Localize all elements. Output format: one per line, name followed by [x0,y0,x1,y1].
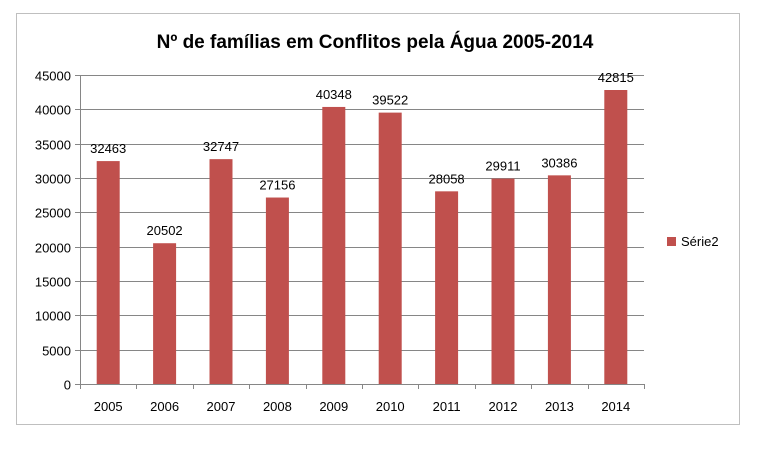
y-tick-label: 25000 [35,206,71,221]
bar-2014 [604,90,628,385]
data-label-2007: 32747 [203,139,239,154]
legend-label: Série2 [681,234,719,249]
y-tick-label: 40000 [35,103,71,118]
data-labels: 32463 20502 32747 27156 40348 39522 28058 29911… [90,70,634,238]
data-label-2010: 39522 [372,93,408,108]
x-tick-label: 2011 [433,399,461,414]
legend: Série2 [667,234,719,249]
y-tick-label: 30000 [35,172,71,187]
y-tick-label: 15000 [35,275,71,290]
data-label-2013: 30386 [541,155,577,170]
y-tick-label: 20000 [35,241,71,256]
data-label-2005: 32463 [90,141,126,156]
bar-2006 [153,243,177,384]
data-label-2014: 42815 [598,70,634,85]
x-tick-label: 2005 [94,399,123,414]
chart-title: Nº de famílias em Conflitos pela Água 20… [157,31,594,53]
legend-swatch [667,237,676,246]
bar-2012 [491,178,515,384]
bar-2010 [378,112,402,384]
y-tick-label: 10000 [35,309,71,324]
data-label-2009: 40348 [316,87,352,102]
bar-2011 [435,191,459,384]
y-tick-label: 35000 [35,138,71,153]
x-tick-label: 2006 [150,399,179,414]
data-label-2008: 27156 [259,178,295,193]
data-label-2012: 29911 [485,159,520,174]
x-tick-label: 2013 [545,399,574,414]
bar-2013 [547,175,571,384]
data-label-2011: 28058 [429,171,465,186]
y-tick-label: 45000 [35,69,71,84]
y-tick-label: 0 [64,378,71,393]
x-tick-label: 2010 [376,399,405,414]
bar-2009 [322,106,346,385]
x-tick-label: 2008 [263,399,292,414]
data-label-2006: 20502 [147,223,183,238]
x-axis: 2005 2006 2007 2008 2009 2010 2011 2012 2013 2014 [80,384,645,414]
y-axis: 0 5000 10000 15000 20000 25000 30000 35000 40000… [35,69,81,393]
x-tick-label: 2014 [601,399,630,414]
y-tick-label: 5000 [42,344,71,359]
x-tick-label: 2012 [489,399,518,414]
x-tick-label: 2009 [319,399,348,414]
bars [96,90,628,385]
bar-2007 [209,159,233,384]
x-tick-label: 2007 [207,399,236,414]
bar-2008 [265,197,289,384]
bar-2005 [96,161,120,384]
